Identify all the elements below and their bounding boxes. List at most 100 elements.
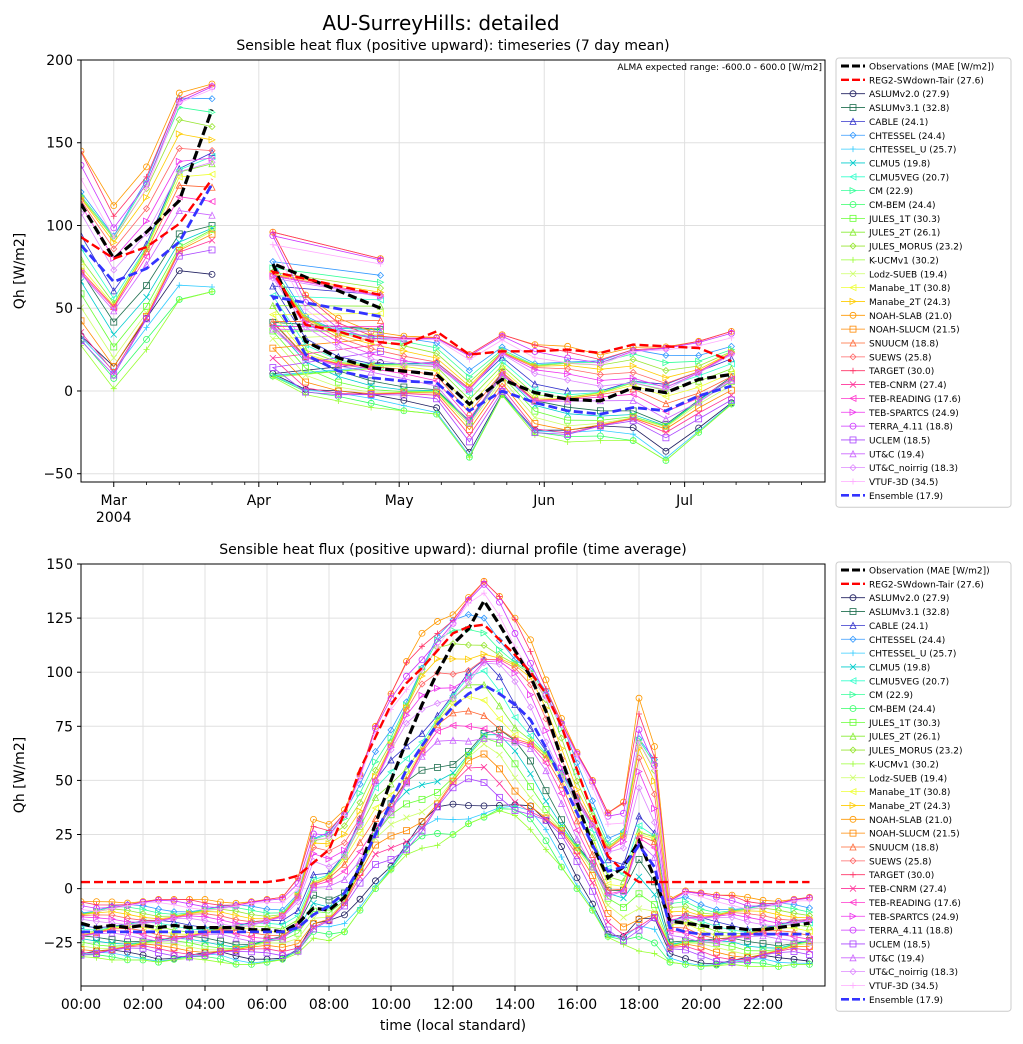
legend-marker <box>849 829 857 837</box>
model-series-vtuf-3d-34-5 <box>81 86 735 368</box>
model-point <box>465 426 473 433</box>
legend-item-lodz-sueb-19-4: Lodz-SUEB (19.4) <box>841 774 947 784</box>
model-line <box>271 277 732 391</box>
model-point <box>279 952 286 960</box>
model-point <box>496 807 503 814</box>
model-point <box>202 900 208 907</box>
legend-item-chtessel-u-25-7: CHTESSEL_U (25.7) <box>841 146 956 156</box>
model-point <box>466 454 473 461</box>
model-point <box>110 354 118 362</box>
model-point <box>294 921 302 929</box>
legend-item-suews-25-8: SUEWS (25.8) <box>841 353 932 363</box>
x-tick-label: 12:00 <box>433 997 473 1013</box>
model-point <box>511 630 519 637</box>
model-point <box>557 780 566 789</box>
model-point <box>279 940 286 947</box>
model-point <box>662 374 670 382</box>
legend-marker <box>849 787 857 796</box>
model-point <box>449 721 457 730</box>
model-point <box>418 672 426 680</box>
model-point <box>774 926 783 934</box>
model-point <box>495 660 504 668</box>
model-point <box>418 656 426 664</box>
model-line <box>81 249 213 376</box>
legend-item-reg2-swdown-tair-27-6: REG2-SWdown-Tair (27.6) <box>841 580 984 590</box>
model-point <box>629 379 637 387</box>
model-point <box>154 916 163 924</box>
y-axis-label: Qh [W/m2] <box>12 233 28 309</box>
model-line <box>271 365 732 459</box>
model-point <box>208 270 216 278</box>
model-point <box>170 914 178 922</box>
model-point <box>248 948 255 956</box>
model-point <box>629 417 637 425</box>
model-point <box>542 837 550 845</box>
model-point <box>208 108 216 116</box>
model-line <box>271 351 732 443</box>
model-point <box>744 947 751 955</box>
model-point <box>464 679 473 687</box>
model-point <box>217 937 224 945</box>
model-point <box>480 659 488 667</box>
model-point <box>217 959 224 966</box>
model-point <box>247 937 256 945</box>
model-point <box>310 923 317 931</box>
y-tick-label: 100 <box>46 665 73 681</box>
model-point <box>604 926 612 934</box>
model-line <box>271 328 732 424</box>
legend-marker <box>850 367 856 374</box>
model-point <box>208 170 216 178</box>
model-point <box>531 342 538 349</box>
model-point <box>542 676 550 684</box>
model-point <box>822 0 828 3</box>
model-point <box>480 650 488 658</box>
y-tick-label: 150 <box>46 557 73 573</box>
model-point <box>310 925 317 933</box>
model-point <box>464 641 473 649</box>
model-point <box>531 420 539 427</box>
model-line <box>81 653 810 920</box>
model-point <box>480 725 488 733</box>
legend-label: K-UCMv1 (30.2) <box>869 256 939 266</box>
model-point <box>403 704 411 712</box>
legend-marker <box>849 311 857 319</box>
model-point <box>564 359 571 366</box>
model-point <box>760 963 766 970</box>
chart-title: Sensible heat flux (positive upward): di… <box>219 542 686 558</box>
model-point <box>667 898 673 905</box>
model-point <box>81 911 85 919</box>
model-point <box>279 948 286 955</box>
model-point <box>269 229 276 236</box>
model-point <box>629 368 637 376</box>
model-point <box>662 383 670 392</box>
model-point <box>93 914 101 922</box>
model-point <box>496 765 503 773</box>
model-point <box>650 837 659 846</box>
model-point <box>403 711 411 719</box>
model-point <box>371 766 380 774</box>
model-point <box>511 677 519 686</box>
model-line <box>272 231 732 361</box>
model-point <box>110 245 118 253</box>
model-point <box>376 327 385 335</box>
model-point <box>155 899 162 906</box>
model-point <box>651 743 658 750</box>
legend-label: REG2-SWdown-Tair (27.6) <box>869 76 984 86</box>
model-point <box>269 232 277 240</box>
model-point <box>697 938 705 946</box>
model-point <box>465 775 472 783</box>
model-point <box>794 0 800 3</box>
model-point <box>635 784 643 792</box>
model-point <box>629 396 637 404</box>
legend-label: SUEWS (25.8) <box>869 857 932 867</box>
model-point <box>728 952 736 960</box>
model-point <box>216 920 225 928</box>
model-point <box>309 883 318 891</box>
model-point <box>682 961 689 968</box>
model-point <box>805 915 814 923</box>
legend-item-jules-2t-26-1: JULES_2T (26.1) <box>841 228 940 239</box>
model-point <box>681 933 690 942</box>
model-point <box>93 908 100 915</box>
model-point <box>794 0 800 6</box>
model-point <box>217 905 224 912</box>
